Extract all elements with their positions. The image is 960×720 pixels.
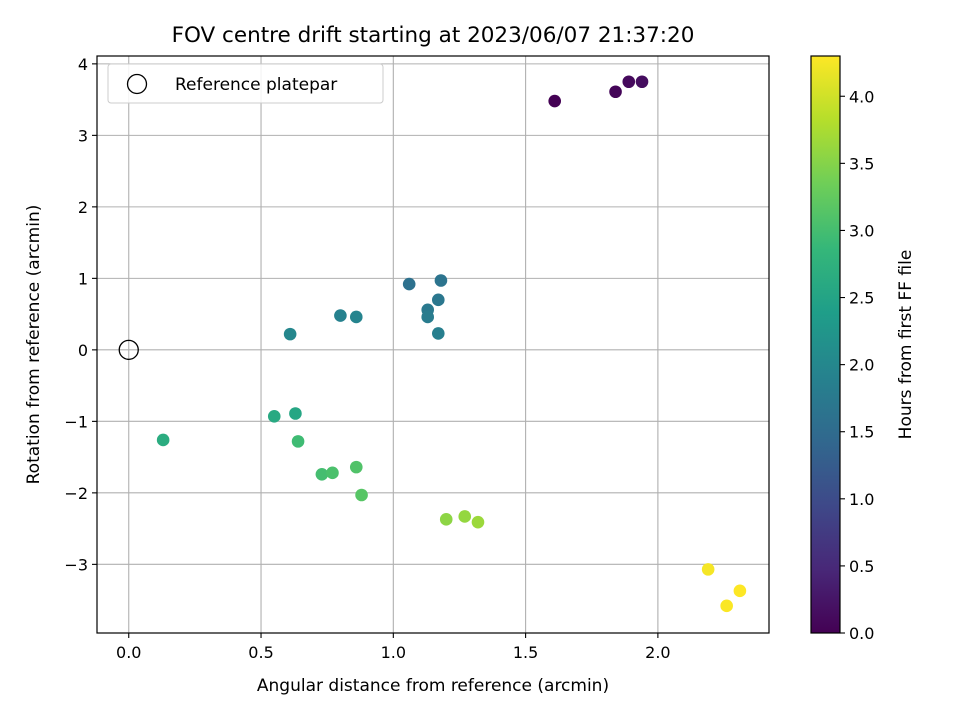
chart-title: FOV centre drift starting at 2023/06/07 …: [172, 23, 695, 48]
x-tick-label: 0.0: [116, 643, 141, 662]
colorbar-tick-label: 2.5: [849, 289, 874, 308]
reference-platepar-marker: [118, 339, 139, 361]
data-point: [421, 310, 435, 324]
y-axis-label: Rotation from reference (arcmin): [24, 205, 44, 485]
data-point: [548, 94, 562, 108]
x-tick-label: 2.0: [645, 643, 670, 662]
data-points: [156, 75, 747, 613]
data-point: [334, 309, 347, 322]
y-tick-label: 3: [78, 126, 88, 145]
data-point: [622, 75, 636, 89]
data-point: [349, 310, 363, 324]
y-tick-label: −3: [64, 555, 88, 574]
data-point: [315, 467, 329, 481]
data-point: [267, 410, 281, 423]
data-point: [458, 510, 472, 523]
colorbar: [810, 55, 841, 634]
colorbar-tick-label: 1.0: [849, 490, 874, 509]
y-tick-label: 2: [78, 198, 88, 217]
data-point: [326, 466, 339, 480]
x-tick-label: 1.0: [381, 643, 406, 662]
x-axis-label: Angular distance from reference (arcmin): [257, 676, 609, 696]
data-point: [609, 85, 622, 99]
y-tick-label: −2: [64, 484, 88, 503]
x-axis-ticks: 0.0 0.5 1.0 1.5 2.0: [116, 633, 671, 662]
colorbar-label: Hours from first FF file: [896, 250, 916, 440]
x-tick-label: 0.5: [248, 643, 273, 662]
legend-box: [107, 63, 384, 104]
colorbar-tick-label: 1.5: [849, 423, 874, 442]
plot-frame: [96, 55, 770, 634]
colorbar-tick-label: 0.5: [849, 557, 874, 576]
y-axis-ticks: −3 −2 −1 0 1 2 3 4: [64, 55, 97, 574]
colorbar-tick-label: 0.0: [849, 624, 874, 643]
data-point: [283, 327, 297, 341]
data-point: [349, 460, 363, 474]
data-point: [291, 435, 305, 448]
data-point: [431, 293, 445, 307]
data-point: [439, 513, 453, 526]
data-point: [431, 327, 445, 340]
data-point: [355, 488, 368, 502]
data-point: [701, 563, 715, 576]
y-tick-label: 0: [78, 341, 88, 360]
data-point: [720, 599, 733, 613]
data-point: [434, 274, 448, 287]
data-point: [471, 515, 485, 529]
y-tick-label: 1: [78, 269, 88, 288]
reference-layer: [118, 339, 139, 361]
colorbar-tick-label: 3.0: [849, 221, 874, 240]
grid: [97, 56, 769, 633]
legend-marker: [126, 73, 148, 95]
y-tick-label: −1: [64, 412, 88, 431]
colorbar-tick-label: 3.5: [849, 154, 874, 173]
data-point: [289, 407, 302, 420]
colorbar-tick-label: 4.0: [849, 87, 874, 106]
data-point: [733, 584, 747, 598]
legend-entry-reference: Reference platepar: [175, 75, 337, 95]
colorbar-ticks: 0.0 0.5 1.0 1.5 2.0 2.5 3.0 3.5 4.0: [840, 87, 874, 643]
x-tick-label: 1.5: [513, 643, 538, 662]
data-point: [402, 277, 416, 291]
colorbar-tick-label: 2.0: [849, 356, 874, 375]
data-point: [635, 75, 649, 89]
legend: Reference platepar: [107, 63, 384, 104]
data-point: [156, 433, 170, 447]
y-tick-label: 4: [78, 55, 88, 74]
